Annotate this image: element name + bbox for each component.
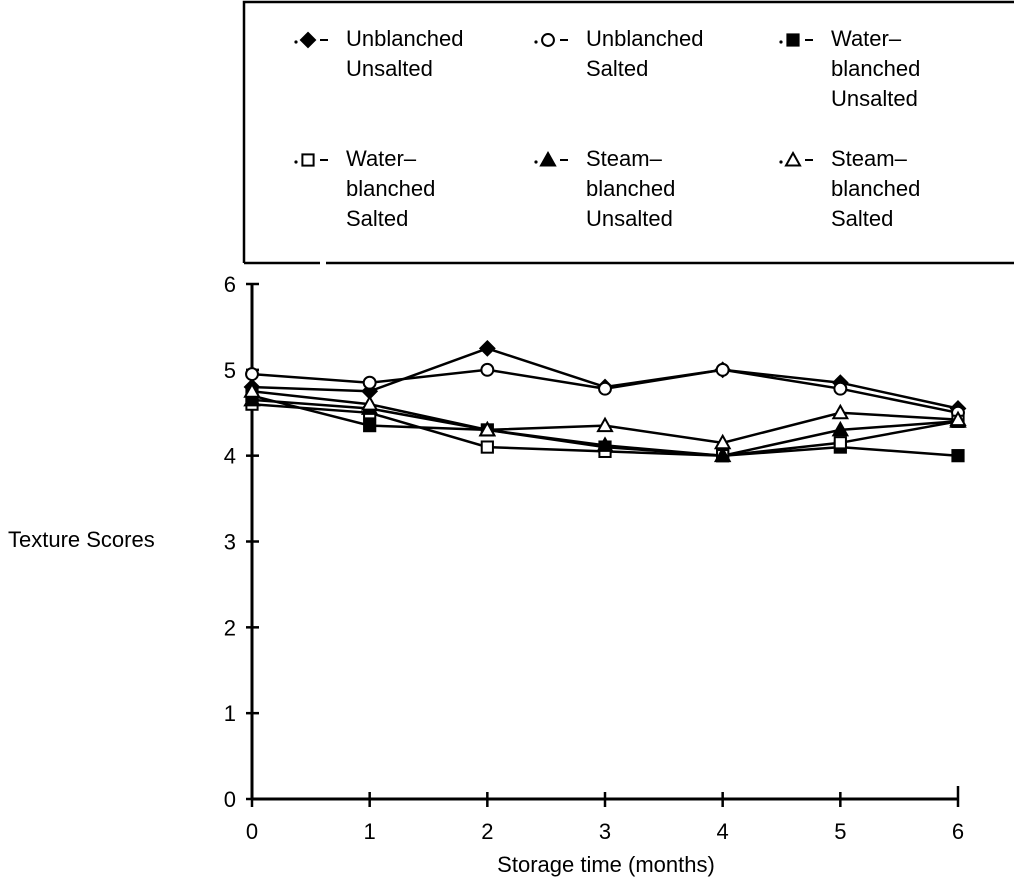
legend-marker [784, 150, 802, 167]
data-point-series-6 [478, 420, 497, 437]
legend-label: blanched [346, 176, 435, 201]
data-point-series-6 [243, 382, 261, 398]
legend-entry-6: Steam– blanched Salted [779, 146, 920, 231]
data-point-series-4 [833, 436, 847, 450]
legend-label: blanched [831, 56, 920, 81]
x-tick-label: 2 [481, 819, 493, 844]
data-point-series-1 [478, 339, 496, 357]
y-tick-label: 6 [224, 272, 236, 297]
data-point-series-5 [243, 390, 261, 407]
legend-label: Salted [346, 206, 408, 231]
data-point-series-6 [596, 416, 614, 433]
data-point-series-5 [831, 420, 850, 437]
x-tick-label: 0 [246, 819, 258, 844]
y-tick-label: 5 [224, 358, 236, 383]
legend-entry-3: Water– blanched Unsalted [779, 26, 920, 111]
data-point-series-6 [713, 433, 732, 450]
legend-label: Steam– [831, 146, 908, 171]
legend-label: Water– [831, 26, 902, 51]
y-axis-title: Texture Scores [8, 527, 155, 552]
legend-label: Unblanched [346, 26, 463, 51]
legend-label: Unsalted [586, 206, 673, 231]
data-point-series-6 [360, 395, 379, 411]
legend-label: Salted [831, 206, 893, 231]
x-tick-label: 6 [952, 819, 964, 844]
y-tick-label: 2 [224, 615, 236, 640]
legend-label: blanched [586, 176, 675, 201]
y-tick-label: 0 [224, 787, 236, 812]
y-tick-label: 4 [224, 444, 236, 469]
legend-marker [541, 33, 555, 47]
legend-dot [779, 160, 783, 164]
x-tick-label: 4 [717, 819, 729, 844]
legend-label: Unblanched [586, 26, 703, 51]
legend-label: Steam– [586, 146, 663, 171]
legend: UnblanchedUnsaltedUnblanchedSaltedWater–… [242, 0, 1014, 265]
x-tick-label: 3 [599, 819, 611, 844]
legend-label: Salted [586, 56, 648, 81]
legend-marker [539, 150, 557, 167]
legend-dot [294, 160, 298, 164]
data-point-series-5 [713, 446, 732, 463]
x-tick-label: 1 [364, 819, 376, 844]
data-point-series-2 [598, 381, 612, 396]
data-point-series-2 [715, 362, 730, 377]
legend-entry-1: Unblanched Unsalted [294, 26, 463, 81]
legend-marker [299, 31, 317, 49]
x-axis-title: Storage time (months) [497, 852, 715, 877]
data-point-series-2 [362, 375, 377, 390]
data-point-series-5 [596, 436, 614, 452]
data-point-series-3 [363, 419, 377, 433]
legend-entry-5: Steam– blanched Unsalted [534, 146, 675, 231]
axes: 0 1 2 3 4 5 6 0 1 2 3 4 5 6 [224, 272, 964, 844]
series-line-1 [251, 347, 959, 410]
legend-label: Unsalted [831, 86, 918, 111]
data-point-series-3 [951, 449, 965, 463]
series-layer [243, 339, 967, 463]
legend-marker [301, 153, 315, 167]
legend-dot [779, 40, 783, 44]
data-point-series-2 [833, 381, 848, 396]
data-point-series-2 [480, 362, 495, 377]
legend-entry-2: Unblanched Salted [534, 26, 703, 81]
y-tick-label: 3 [224, 530, 236, 555]
data-point-series-6 [831, 403, 850, 420]
legend-label: Unsalted [346, 56, 433, 81]
legend-label: blanched [831, 176, 920, 201]
legend-dot [534, 160, 538, 164]
legend-entry-4: Water– blanched Salted [294, 146, 435, 231]
data-point-series-4 [480, 440, 494, 454]
x-tick-label: 5 [834, 819, 846, 844]
legend-marker [786, 33, 800, 47]
legend-dot [294, 40, 298, 44]
legend-label: Water– [346, 146, 417, 171]
legend-frame [242, 0, 1014, 265]
y-tick-label: 1 [224, 701, 236, 726]
legend-dot [534, 40, 538, 44]
data-point-series-2 [245, 367, 259, 382]
data-point-series-6 [949, 410, 967, 427]
